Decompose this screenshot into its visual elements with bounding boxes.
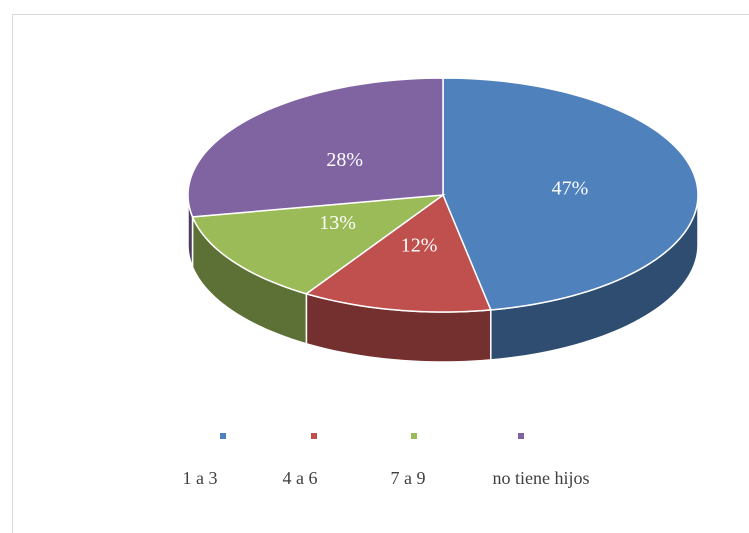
legend-label: 7 a 9 <box>391 468 426 488</box>
slice <box>187 77 444 218</box>
data-label: 47% <box>552 178 589 200</box>
legend-label: 1 a 3 <box>183 468 218 488</box>
data-label: 28% <box>326 149 363 171</box>
slice <box>191 194 446 295</box>
data-label: 12% <box>401 234 438 256</box>
slice <box>442 77 699 311</box>
legend-label: 4 a 6 <box>283 468 318 488</box>
legend-marker <box>411 433 417 439</box>
data-label: 13% <box>319 212 356 234</box>
legend-marker <box>518 433 524 439</box>
slice <box>304 193 492 313</box>
legend-marker <box>311 433 317 439</box>
legend-label: no tiene hijos <box>493 468 590 488</box>
legend-marker <box>220 433 226 439</box>
